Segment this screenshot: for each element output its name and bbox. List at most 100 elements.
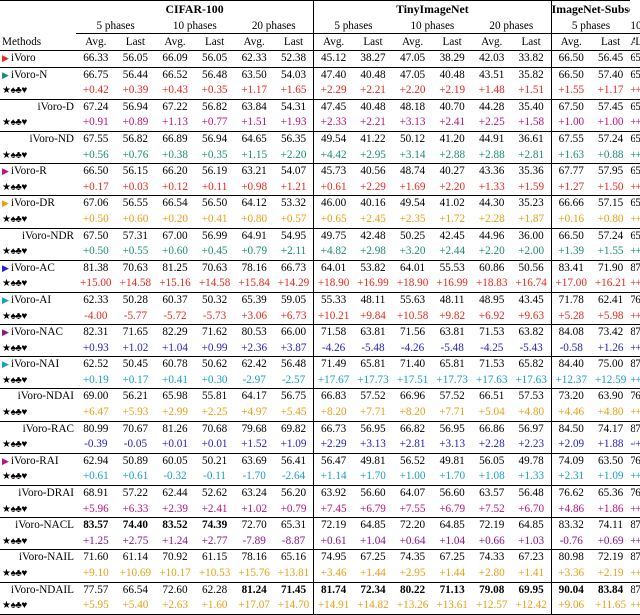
value-cell: 57.40 xyxy=(590,66,631,84)
value-cell: 60.78 xyxy=(155,356,195,373)
value-cell: 59.04 xyxy=(635,98,640,116)
value-cell: 66.73 xyxy=(313,420,354,438)
delta-cell: +1.04 xyxy=(360,534,386,547)
value-cell: 66.50 xyxy=(551,227,591,245)
value-cell: 74.11 xyxy=(590,517,631,534)
delta-cell: +0.12 xyxy=(162,180,188,193)
delta-cell: +1.93 xyxy=(273,115,315,132)
value-cell: 56.95 xyxy=(353,420,393,438)
value-cell: 40.48 xyxy=(432,66,472,84)
delta-cell: +2.88 xyxy=(478,148,505,161)
delta-cell: +0.89 xyxy=(122,116,149,129)
value-cell: 67.31 xyxy=(630,163,636,180)
value-cell: 66.54 xyxy=(115,581,156,599)
value-cell: 50.45 xyxy=(115,356,156,373)
value-cell: 66.20 xyxy=(155,163,195,180)
phase-header: 10 phases xyxy=(392,18,472,34)
corner-cell xyxy=(0,18,76,34)
value-cell: 50.21 xyxy=(194,452,235,470)
value-cell: 64.65 xyxy=(234,130,274,148)
delta-cell: +15.14 xyxy=(630,277,636,290)
delta-cell: +2.31 xyxy=(558,470,585,483)
value-cell: 81.64 xyxy=(630,259,636,277)
value-cell: 64.12 xyxy=(234,195,274,212)
value-cell: 64.85 xyxy=(432,517,472,534)
value-cell: 35.36 xyxy=(511,163,552,180)
delta-cell: +8.20 xyxy=(320,406,347,419)
delta-cell: +2.80 xyxy=(478,567,505,579)
delta-cell: +5.45 xyxy=(630,406,636,419)
value-cell: 63.50 xyxy=(590,452,631,470)
value-cell: 66.75 xyxy=(76,66,116,84)
value-cell: 55.33 xyxy=(313,291,354,309)
delta-cell: +7.71 xyxy=(360,406,386,419)
delta-cell: +12.37 xyxy=(555,373,587,386)
value-cell: 57.15 xyxy=(590,195,631,212)
row-marker-icon: ▶ xyxy=(2,455,9,466)
delta-cell: -0.32 xyxy=(163,470,187,483)
phase-header-row: 5 phases 10 phases 20 phases 5 phases 10 pha… xyxy=(0,18,640,34)
delta-cell: +2.81 xyxy=(399,438,426,451)
value-cell: 66.51 xyxy=(471,388,512,406)
delta-cell: +0.11 xyxy=(201,180,228,193)
delta-cell: +14.58 xyxy=(119,277,152,290)
value-cell: 62.33 xyxy=(76,291,116,309)
value-cell: 83.58 xyxy=(630,324,636,341)
table-row: iVoro-NDAI 69.00 56.21 65.98 55.81 64.17 56.75… xyxy=(0,388,640,406)
value-cell: 56.20 xyxy=(273,485,315,502)
value-cell: 62.28 xyxy=(194,581,235,599)
delta-cell: +2.39 xyxy=(162,502,188,515)
value-cell: 47.40 xyxy=(313,66,354,84)
value-cell: 65.82 xyxy=(511,356,552,373)
value-cell: 66.50 xyxy=(76,163,116,180)
metric-header-avg: Avg. xyxy=(155,33,195,51)
metric-header-avg: Avg. xyxy=(471,33,512,51)
component-symbols-icon: ★♠♣♥ xyxy=(2,181,27,193)
value-cell: 73.20 xyxy=(551,388,591,406)
value-cell: 44.28 xyxy=(471,98,512,116)
delta-cell: +2.74 xyxy=(635,502,640,515)
delta-cell: +12.57 xyxy=(471,598,512,615)
delta-cell: +0.61 xyxy=(320,534,347,547)
value-cell: 49.54 xyxy=(313,130,354,148)
delta-row: ★♠♣♥ -4.00 -5.77 -5.72 -5.73 +3.06 +6.73 +10.21… xyxy=(0,308,640,325)
phase-header: 5 phases xyxy=(551,18,631,34)
delta-cell: +17.73 xyxy=(436,373,468,386)
delta-cell: +1.13 xyxy=(162,116,188,129)
delta-row: ★♠♣♥ +5.95 +5.40 +2.63 +1.60 +17.07 +14.70 +14.… xyxy=(0,598,640,615)
value-cell: 71.53 xyxy=(471,356,512,373)
value-cell: 62.33 xyxy=(241,52,267,64)
delta-cell: +17.63 xyxy=(511,372,552,389)
delta-cell: +0.41 xyxy=(201,212,228,225)
value-cell: 73.42 xyxy=(590,324,631,341)
value-cell: 50.25 xyxy=(392,227,433,245)
metric-header-last: Last xyxy=(590,33,631,51)
delta-cell: +1.55 xyxy=(597,245,624,258)
component-symbols-icon: ★♠♣♥ xyxy=(2,374,27,386)
delta-cell: +2.19 xyxy=(597,567,624,579)
value-cell: 56.15 xyxy=(115,163,156,180)
value-cell: 78.16 xyxy=(234,549,274,566)
value-cell: 72.60 xyxy=(155,581,195,599)
delta-cell: +1.60 xyxy=(194,598,235,615)
table-row: ▶ iVoro-R 66.50 56.15 66.20 56.19 63.21 54.07 45… xyxy=(0,163,640,180)
delta-cell: +15.84 xyxy=(238,277,270,290)
delta-cell: +1.52 xyxy=(241,438,268,451)
value-cell: 75.00 xyxy=(590,356,631,373)
delta-cell: +2.20 xyxy=(439,180,466,193)
delta-cell: -2.64 xyxy=(273,469,315,486)
delta-cell: +5.95 xyxy=(76,598,116,615)
method-name: ▶ iVoro-AC xyxy=(0,259,76,277)
delta-cell: +4.80 xyxy=(511,405,552,422)
value-cell: 35.40 xyxy=(511,98,552,116)
delta-cell: +1.39 xyxy=(558,245,585,258)
delta-cell: +1.21 xyxy=(273,179,315,196)
value-cell: 76.62 xyxy=(551,485,591,502)
row-marker-icon: ▶ xyxy=(2,166,9,177)
value-cell: 54.95 xyxy=(273,227,315,245)
delta-cell: +17.51 xyxy=(396,373,429,386)
value-cell: 57.95 xyxy=(590,163,631,180)
delta-cell: +2.11 xyxy=(273,244,315,261)
value-cell: 49.75 xyxy=(313,227,354,245)
